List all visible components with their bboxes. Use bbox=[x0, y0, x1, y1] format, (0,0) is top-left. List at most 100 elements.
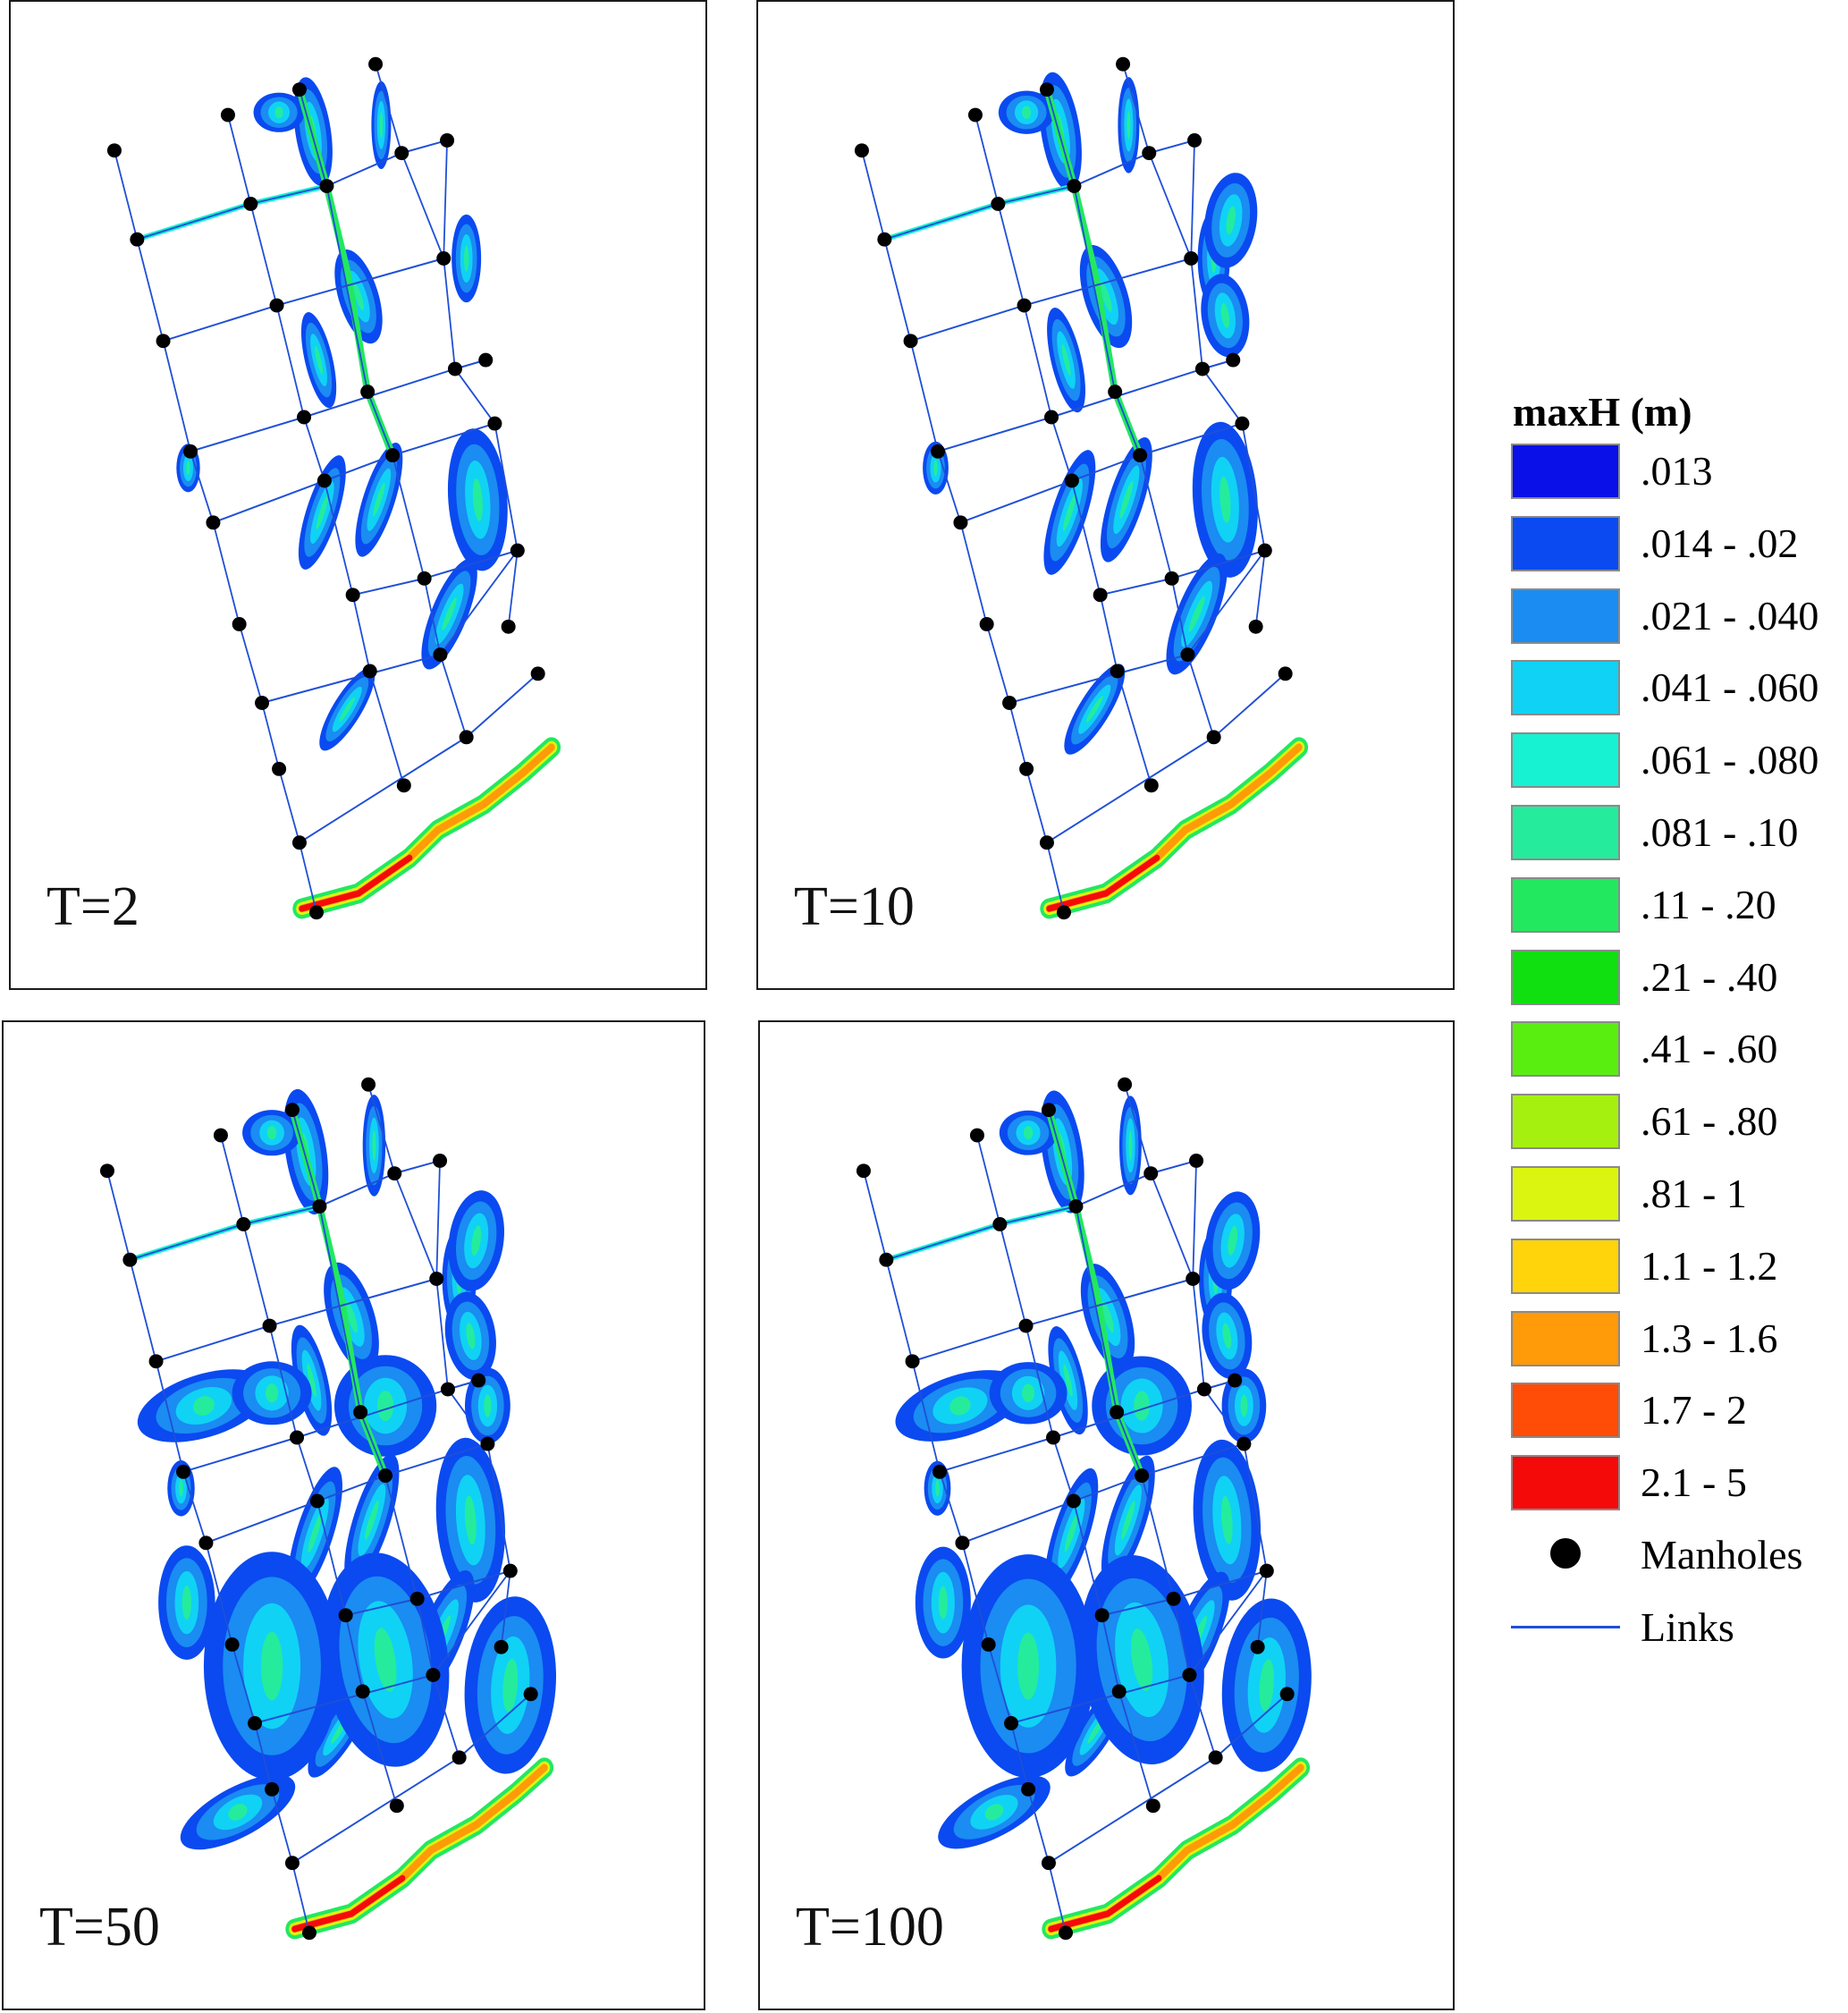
sewer-link bbox=[1149, 139, 1195, 155]
sewer-link bbox=[227, 114, 252, 205]
sewer-link bbox=[1122, 63, 1151, 154]
sewer-link bbox=[443, 140, 448, 259]
sewer-link bbox=[213, 454, 393, 524]
sewer-link bbox=[432, 1569, 511, 1676]
sewer-link bbox=[1052, 1388, 1205, 1439]
sewer-link bbox=[1100, 577, 1172, 596]
sewer-link bbox=[494, 423, 519, 551]
flood-patch bbox=[1240, 1394, 1248, 1417]
sewer-link bbox=[275, 305, 305, 418]
manhole bbox=[1135, 1468, 1150, 1484]
flood-map bbox=[99, 1077, 556, 1941]
manhole bbox=[1187, 132, 1202, 148]
manhole bbox=[1111, 1684, 1127, 1699]
legend-item-label: .81 - 1 bbox=[1641, 1170, 1747, 1216]
flood-map bbox=[856, 1077, 1312, 1941]
sewer-link bbox=[1213, 672, 1287, 739]
river-channel bbox=[292, 737, 561, 919]
sewer-link bbox=[1099, 595, 1118, 672]
sewer-link bbox=[156, 1324, 270, 1363]
sewer-link bbox=[278, 768, 300, 843]
return-period-label: T=2 bbox=[46, 876, 139, 937]
manhole bbox=[478, 352, 494, 368]
manhole bbox=[931, 444, 946, 459]
legend-item: .041 - .060 bbox=[1511, 656, 1842, 729]
sewer-link bbox=[392, 422, 495, 457]
legend-swatch bbox=[1511, 515, 1620, 571]
sewer-link bbox=[1000, 1205, 1076, 1225]
sewer-link bbox=[1024, 258, 1192, 307]
legend-item-label: 1.7 - 2 bbox=[1641, 1387, 1747, 1434]
manhole bbox=[953, 515, 968, 530]
legend-swatch bbox=[1511, 1455, 1620, 1511]
manhole bbox=[1143, 1166, 1159, 1181]
flood-patch bbox=[502, 1658, 519, 1713]
flood-patch bbox=[1128, 1130, 1133, 1161]
legend-item: .21 - .40 bbox=[1511, 946, 1842, 1019]
manhole bbox=[1142, 146, 1157, 161]
sewer-link bbox=[1076, 1172, 1152, 1207]
flood-patch bbox=[471, 1225, 482, 1256]
flood-map bbox=[854, 56, 1309, 920]
manhole bbox=[856, 1163, 871, 1179]
manhole bbox=[502, 1563, 518, 1578]
flood-patch bbox=[484, 1394, 492, 1417]
manhole bbox=[355, 1684, 370, 1699]
manhole bbox=[501, 619, 516, 634]
sewer-link bbox=[1139, 454, 1173, 579]
manhole bbox=[1194, 361, 1210, 376]
sewer-link bbox=[885, 1259, 914, 1362]
manhole bbox=[1064, 473, 1079, 488]
river-channel bbox=[291, 1874, 406, 1933]
sewer-link bbox=[190, 451, 215, 523]
sewer-link bbox=[939, 1436, 1054, 1473]
manhole bbox=[291, 82, 307, 97]
sewer-link bbox=[1190, 140, 1195, 259]
manhole bbox=[877, 232, 892, 247]
sewer-link bbox=[883, 239, 912, 342]
sewer-link bbox=[324, 480, 354, 596]
manhole bbox=[1093, 588, 1108, 603]
legend-links: Links bbox=[1511, 1596, 1842, 1669]
legend-item-label: .081 - .10 bbox=[1641, 808, 1799, 855]
flood-patch bbox=[935, 1480, 940, 1497]
manhole bbox=[1259, 1563, 1274, 1578]
sewer-link bbox=[416, 1598, 435, 1676]
legend-swatch bbox=[1511, 1238, 1620, 1294]
sewer-link bbox=[1101, 1615, 1120, 1692]
manhole bbox=[1019, 761, 1034, 776]
legend-swatch bbox=[1511, 1383, 1620, 1439]
sewer-link bbox=[861, 150, 886, 240]
sewer-link bbox=[443, 258, 456, 369]
legend-item: 1.1 - 1.2 bbox=[1511, 1235, 1842, 1307]
map-panel-t100: T=100 bbox=[758, 1020, 1455, 2010]
manhole bbox=[1145, 1798, 1160, 1814]
manhole bbox=[220, 107, 235, 123]
manhole bbox=[361, 1077, 376, 1092]
manhole bbox=[459, 730, 474, 745]
flood-patch bbox=[1100, 281, 1112, 312]
manhole bbox=[1206, 730, 1221, 745]
manhole bbox=[156, 334, 171, 349]
flood-patch bbox=[1134, 1391, 1151, 1421]
sewer-link bbox=[296, 1437, 318, 1501]
flood-patch bbox=[1219, 476, 1231, 523]
sewer-link bbox=[384, 1442, 488, 1477]
manhole bbox=[440, 1382, 455, 1397]
legend-swatch bbox=[1511, 876, 1620, 933]
legend-swatch bbox=[1511, 660, 1620, 716]
flood-patch bbox=[442, 597, 457, 631]
link-line-icon bbox=[1511, 1625, 1620, 1628]
map-panel-t50: T=50 bbox=[2, 1020, 705, 2010]
sewer-link bbox=[137, 202, 251, 241]
manhole bbox=[1250, 1639, 1265, 1654]
sewer-link bbox=[417, 1569, 511, 1600]
manhole bbox=[148, 1354, 164, 1369]
legend-item-label: 1.3 - 1.6 bbox=[1641, 1315, 1778, 1361]
sewer-link bbox=[439, 549, 519, 655]
manhole bbox=[417, 571, 432, 586]
manhole bbox=[353, 1405, 368, 1420]
flood-patch bbox=[464, 1495, 477, 1545]
sewer-link bbox=[254, 1674, 434, 1724]
manhole bbox=[967, 107, 983, 123]
